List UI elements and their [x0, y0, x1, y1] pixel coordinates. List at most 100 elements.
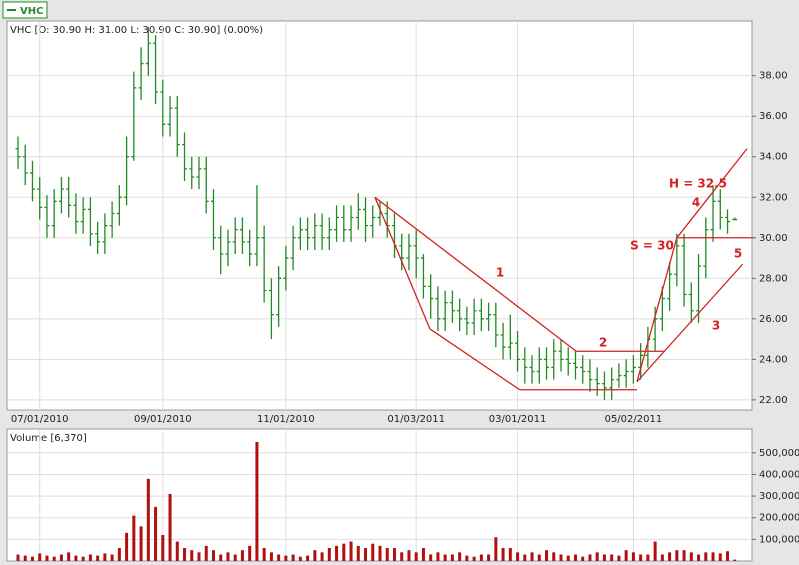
volume-bar	[81, 556, 85, 561]
volume-bar	[421, 548, 425, 561]
volume-bar	[588, 554, 592, 561]
volume-bar	[320, 552, 324, 561]
y-tick-label: 30.00	[759, 233, 788, 244]
ohlc-bar	[580, 355, 586, 384]
volume-bar	[675, 550, 679, 561]
ohlc-bar	[363, 197, 369, 242]
volume-bar	[117, 548, 121, 561]
ohlc-bar	[594, 367, 600, 396]
ohlc-bar	[449, 290, 455, 323]
volume-bar	[248, 545, 252, 561]
x-tick-label: 05/02/2011	[605, 414, 663, 425]
volume-bar	[465, 555, 469, 561]
ohlc-bar	[601, 371, 607, 400]
ohlc-bar	[218, 225, 224, 275]
y-tick-label: 22.00	[759, 395, 788, 406]
ohlc-bar	[167, 95, 173, 137]
volume-bar	[501, 548, 505, 561]
volume-bar	[508, 548, 512, 561]
ohlc-bar	[15, 136, 21, 169]
y-tick-label: 100,000	[759, 534, 799, 545]
y-tick-label: 400,000	[759, 469, 799, 480]
ohlc-bar	[210, 189, 216, 250]
ohlc-bar	[696, 253, 702, 323]
y-tick-label: 38.00	[759, 71, 788, 82]
volume-bar	[125, 532, 129, 561]
trend-line	[374, 197, 431, 330]
volume-bar	[291, 554, 295, 561]
volume-bar	[226, 552, 230, 561]
volume-bar	[552, 552, 556, 561]
ohlc-bar	[442, 290, 448, 331]
volume-bar	[284, 555, 288, 561]
trend-line	[429, 328, 521, 391]
volume-bar	[52, 556, 56, 561]
volume-bar	[726, 551, 730, 561]
volume-bar	[23, 555, 27, 561]
ohlc-bar	[565, 347, 571, 376]
ohlc-bar	[413, 229, 419, 279]
volume-bar	[240, 550, 244, 561]
price-header: VHC [O: 30.90 H: 31.00 L: 30.90 C: 30.90…	[10, 25, 263, 36]
ohlc-bar	[507, 314, 513, 360]
ohlc-bar	[493, 302, 499, 348]
annotation: 3	[712, 319, 720, 333]
volume-bar	[371, 543, 375, 561]
ohlc-bar	[182, 132, 188, 182]
volume-bar	[269, 552, 273, 561]
ohlc-bar	[725, 209, 731, 234]
volume-bar	[494, 537, 498, 561]
ohlc-bar	[326, 217, 332, 250]
x-tick-label: 11/01/2010	[257, 414, 315, 425]
ohlc-bar	[145, 27, 151, 76]
volume-bar	[660, 554, 664, 561]
ohlc-bar	[667, 262, 673, 311]
x-tick-label: 03/01/2011	[489, 414, 547, 425]
ohlc-bar	[406, 233, 412, 271]
volume-bar	[718, 553, 722, 561]
volume-bar	[197, 552, 201, 561]
volume-bar	[161, 535, 165, 561]
ohlc-bar	[102, 213, 108, 254]
ohlc-bar	[196, 156, 202, 190]
volume-bar	[277, 554, 281, 561]
trend-line	[636, 263, 744, 383]
ohlc-bar	[225, 229, 231, 267]
volume-bar	[704, 552, 708, 561]
volume-bar	[530, 552, 534, 561]
ohlc-bar	[341, 205, 347, 242]
ohlc-bar	[486, 302, 492, 331]
ohlc-bar	[239, 217, 245, 254]
ohlc-bar	[529, 355, 535, 384]
y-tick-label: 24.00	[759, 354, 788, 365]
ohlc-bar	[22, 144, 28, 186]
ohlc-bar	[732, 217, 738, 221]
volume-bar	[356, 545, 360, 561]
ohlc-bar	[688, 282, 694, 323]
volume-bar	[602, 554, 606, 561]
volume-bar	[545, 550, 549, 561]
ohlc-bar	[276, 266, 282, 327]
trend-line	[636, 237, 678, 382]
ohlc-bar	[232, 217, 238, 254]
ohlc-bar	[174, 95, 180, 157]
ohlc-bar	[587, 359, 593, 392]
volume-bar	[45, 555, 49, 561]
volume-bar	[392, 548, 396, 561]
ohlc-bar	[80, 197, 86, 234]
volume-bar	[429, 554, 433, 561]
ohlc-bar	[659, 286, 665, 331]
volume-bar	[96, 555, 100, 561]
annotation: S = 30	[630, 239, 674, 253]
ohlc-bar	[203, 156, 209, 214]
volume-bar	[566, 555, 570, 561]
ohlc-bar	[297, 217, 303, 250]
volume-bar	[479, 554, 483, 561]
ohlc-bar	[348, 205, 354, 242]
ohlc-bar	[558, 339, 564, 372]
volume-bar	[146, 478, 150, 561]
x-tick-label: 07/01/2010	[11, 414, 69, 425]
volume-bar	[16, 554, 20, 561]
